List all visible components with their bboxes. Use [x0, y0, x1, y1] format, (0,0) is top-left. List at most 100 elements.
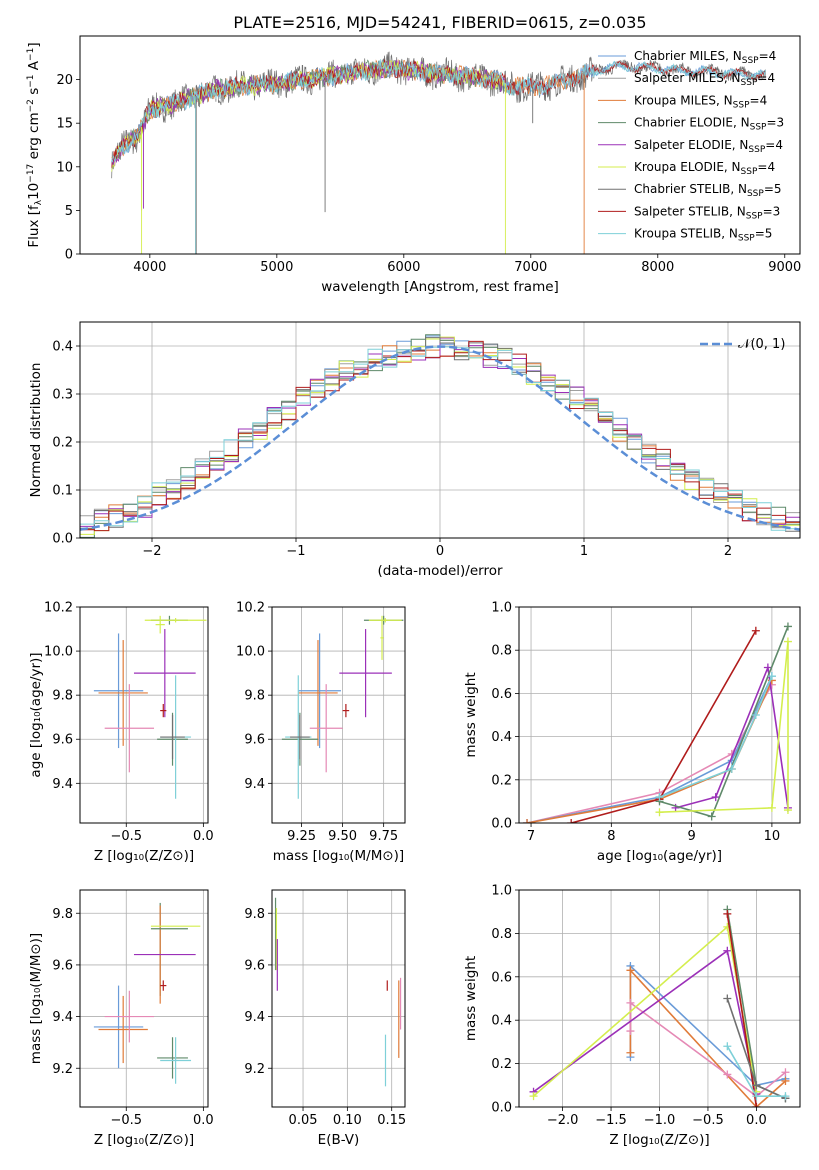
axes-frame — [79, 35, 801, 255]
residual-histogram-plot-area — [80, 334, 800, 538]
spectrum-line-kroupa-stelib — [111, 59, 766, 163]
weight-vs-Z-panel: −2.0 −1.5 −1.0 −0.5 0.0 0.0 0.2 0.4 0.6 0.8 1.0 Z [… — [463, 884, 801, 1148]
y-tick-label: 0.2 — [491, 1057, 512, 1072]
axes-frame — [79, 889, 209, 1108]
y-tick-label: 9.4 — [244, 777, 265, 792]
mass-vs-ebv-panel: 0.05 0.10 0.15 9.2 9.4 9.6 9.8 E(B-V) — [244, 889, 406, 1148]
spectrum-line-salpeter-stelib — [111, 59, 766, 168]
x-axis-label: Z [log₁₀(Z/Z⊙)] — [609, 1132, 709, 1148]
x-tick-label: 0 — [436, 544, 444, 559]
plus-marker — [626, 1048, 635, 1057]
x-axis-label: mass [log₁₀(M/M⊙)] — [273, 848, 404, 864]
x-tick-label: 0.0 — [193, 829, 214, 844]
histogram-step-salpeter-stelib — [80, 340, 800, 538]
x-tick-label: 4000 — [133, 260, 166, 275]
legend-label: Salpeter MILES, NSSP=4 — [634, 71, 775, 88]
y-tick-label: 1.0 — [491, 884, 512, 899]
y-tick-label: 9.6 — [244, 958, 265, 973]
y-tick-label: 9.6 — [52, 958, 73, 973]
y-tick-label: 15 — [56, 117, 73, 132]
y-tick-label: 9.8 — [52, 689, 73, 704]
plus-marker — [752, 1103, 761, 1107]
plus-marker — [523, 819, 532, 823]
legend-label: Kroupa ELODIE, NSSP=4 — [634, 160, 775, 177]
y-tick-label: 0.0 — [491, 1101, 512, 1116]
age-vs-mass-panel: 9.25 9.50 9.75 9.4 9.6 9.8 10.0 10.2 mass [log₁₀… — [236, 601, 406, 864]
plus-marker — [767, 672, 776, 681]
plus-marker — [529, 1092, 538, 1101]
legend-label: Salpeter ELODIE, NSSP=4 — [634, 138, 783, 155]
plus-marker — [723, 1042, 732, 1051]
x-tick-label: −2.0 — [547, 1113, 579, 1128]
x-tick-label: 9000 — [768, 260, 801, 275]
plus-marker — [723, 1070, 732, 1079]
y-axis-label: age [log₁₀(age/yr)] — [28, 652, 44, 777]
plus-marker — [655, 793, 664, 802]
y-tick-label: 0.8 — [491, 644, 512, 659]
y-tick-label: 5 — [65, 204, 73, 219]
x-tick-label: −1.5 — [595, 1113, 627, 1128]
normal-curve — [80, 345, 800, 531]
y-tick-label: 9.8 — [244, 689, 265, 704]
x-tick-label: 6000 — [387, 260, 420, 275]
plus-marker — [763, 663, 772, 672]
y-axis-label: mass weight — [463, 672, 479, 757]
plus-marker — [781, 1092, 790, 1101]
x-tick-label: 10 — [764, 829, 781, 844]
weight-line-salpeter-elodie — [675, 664, 789, 809]
y-tick-label: 9.4 — [52, 777, 73, 792]
plus-marker — [783, 806, 792, 815]
mass-vs-ebv-plot-area — [274, 897, 402, 1087]
x-tick-label: 1 — [580, 544, 588, 559]
x-axis-label: age [log₁₀(age/yr)] — [597, 848, 722, 864]
spectrum-panel: 4000 5000 6000 7000 8000 9000 0 5 10 15 20 waveleng… — [26, 35, 801, 295]
x-tick-label: −1.0 — [644, 1113, 676, 1128]
legend-label: Chabrier ELODIE, NSSP=3 — [634, 116, 784, 133]
plus-marker — [752, 1092, 761, 1101]
axes-frame — [79, 606, 209, 824]
plus-marker — [723, 909, 732, 918]
x-tick-label: 8 — [607, 829, 615, 844]
legend-label: Kroupa STELIB, NSSP=5 — [634, 227, 772, 244]
y-tick-label: 10.2 — [236, 601, 265, 616]
y-tick-label: 10.0 — [44, 645, 73, 660]
y-tick-label: 0.0 — [491, 817, 512, 832]
weight-line-salpeter-stelib — [726, 913, 758, 1107]
y-tick-label: 0.1 — [52, 484, 73, 499]
weight-line-salpeter-elodie — [533, 949, 758, 1095]
plus-marker — [723, 994, 732, 1003]
axes-frame — [79, 321, 801, 539]
x-tick-label: −0.5 — [692, 1113, 724, 1128]
y-tick-label: 9.4 — [52, 1010, 73, 1025]
mass-vs-Z-panel: −0.5 0.0 9.2 9.4 9.6 9.8 Z [log₁₀(Z/Z⊙)] mass [… — [28, 889, 214, 1148]
plus-marker — [727, 765, 736, 773]
y-axis-label: Normed distribution — [28, 363, 44, 498]
axes-frame — [518, 889, 801, 1108]
plus-marker — [767, 803, 776, 812]
axes-frame — [271, 606, 406, 824]
plus-marker — [781, 1068, 790, 1077]
x-tick-label: 9.75 — [369, 829, 398, 844]
y-tick-label: 9.2 — [52, 1062, 73, 1077]
y-tick-label: 0.2 — [52, 436, 73, 451]
y-tick-label: 1.0 — [491, 601, 512, 616]
x-tick-label: −2 — [142, 544, 161, 559]
x-tick-label: 9.25 — [287, 829, 316, 844]
plus-marker — [711, 793, 720, 802]
plus-marker — [626, 966, 635, 975]
x-axis-label: (data-model)/error — [377, 563, 503, 579]
x-tick-label: 0.10 — [333, 1113, 362, 1128]
y-tick-label: 10.2 — [44, 601, 73, 616]
y-tick-label: 0.6 — [491, 687, 512, 702]
x-tick-label: −0.5 — [110, 1113, 142, 1128]
y-tick-label: 0.4 — [491, 730, 512, 745]
legend-label: Kroupa MILES, NSSP=4 — [634, 93, 767, 110]
plus-marker — [783, 622, 792, 631]
axes-frame — [271, 889, 406, 1108]
mass-vs-Z-plot-area — [93, 902, 201, 1084]
legend-label: 𝒩(0, 1) — [738, 337, 785, 352]
weight-line-kroupa-elodie — [659, 641, 789, 813]
y-axis-label: mass weight — [463, 956, 479, 1041]
x-tick-label: 9 — [687, 829, 695, 844]
y-tick-label: 9.8 — [52, 907, 73, 922]
